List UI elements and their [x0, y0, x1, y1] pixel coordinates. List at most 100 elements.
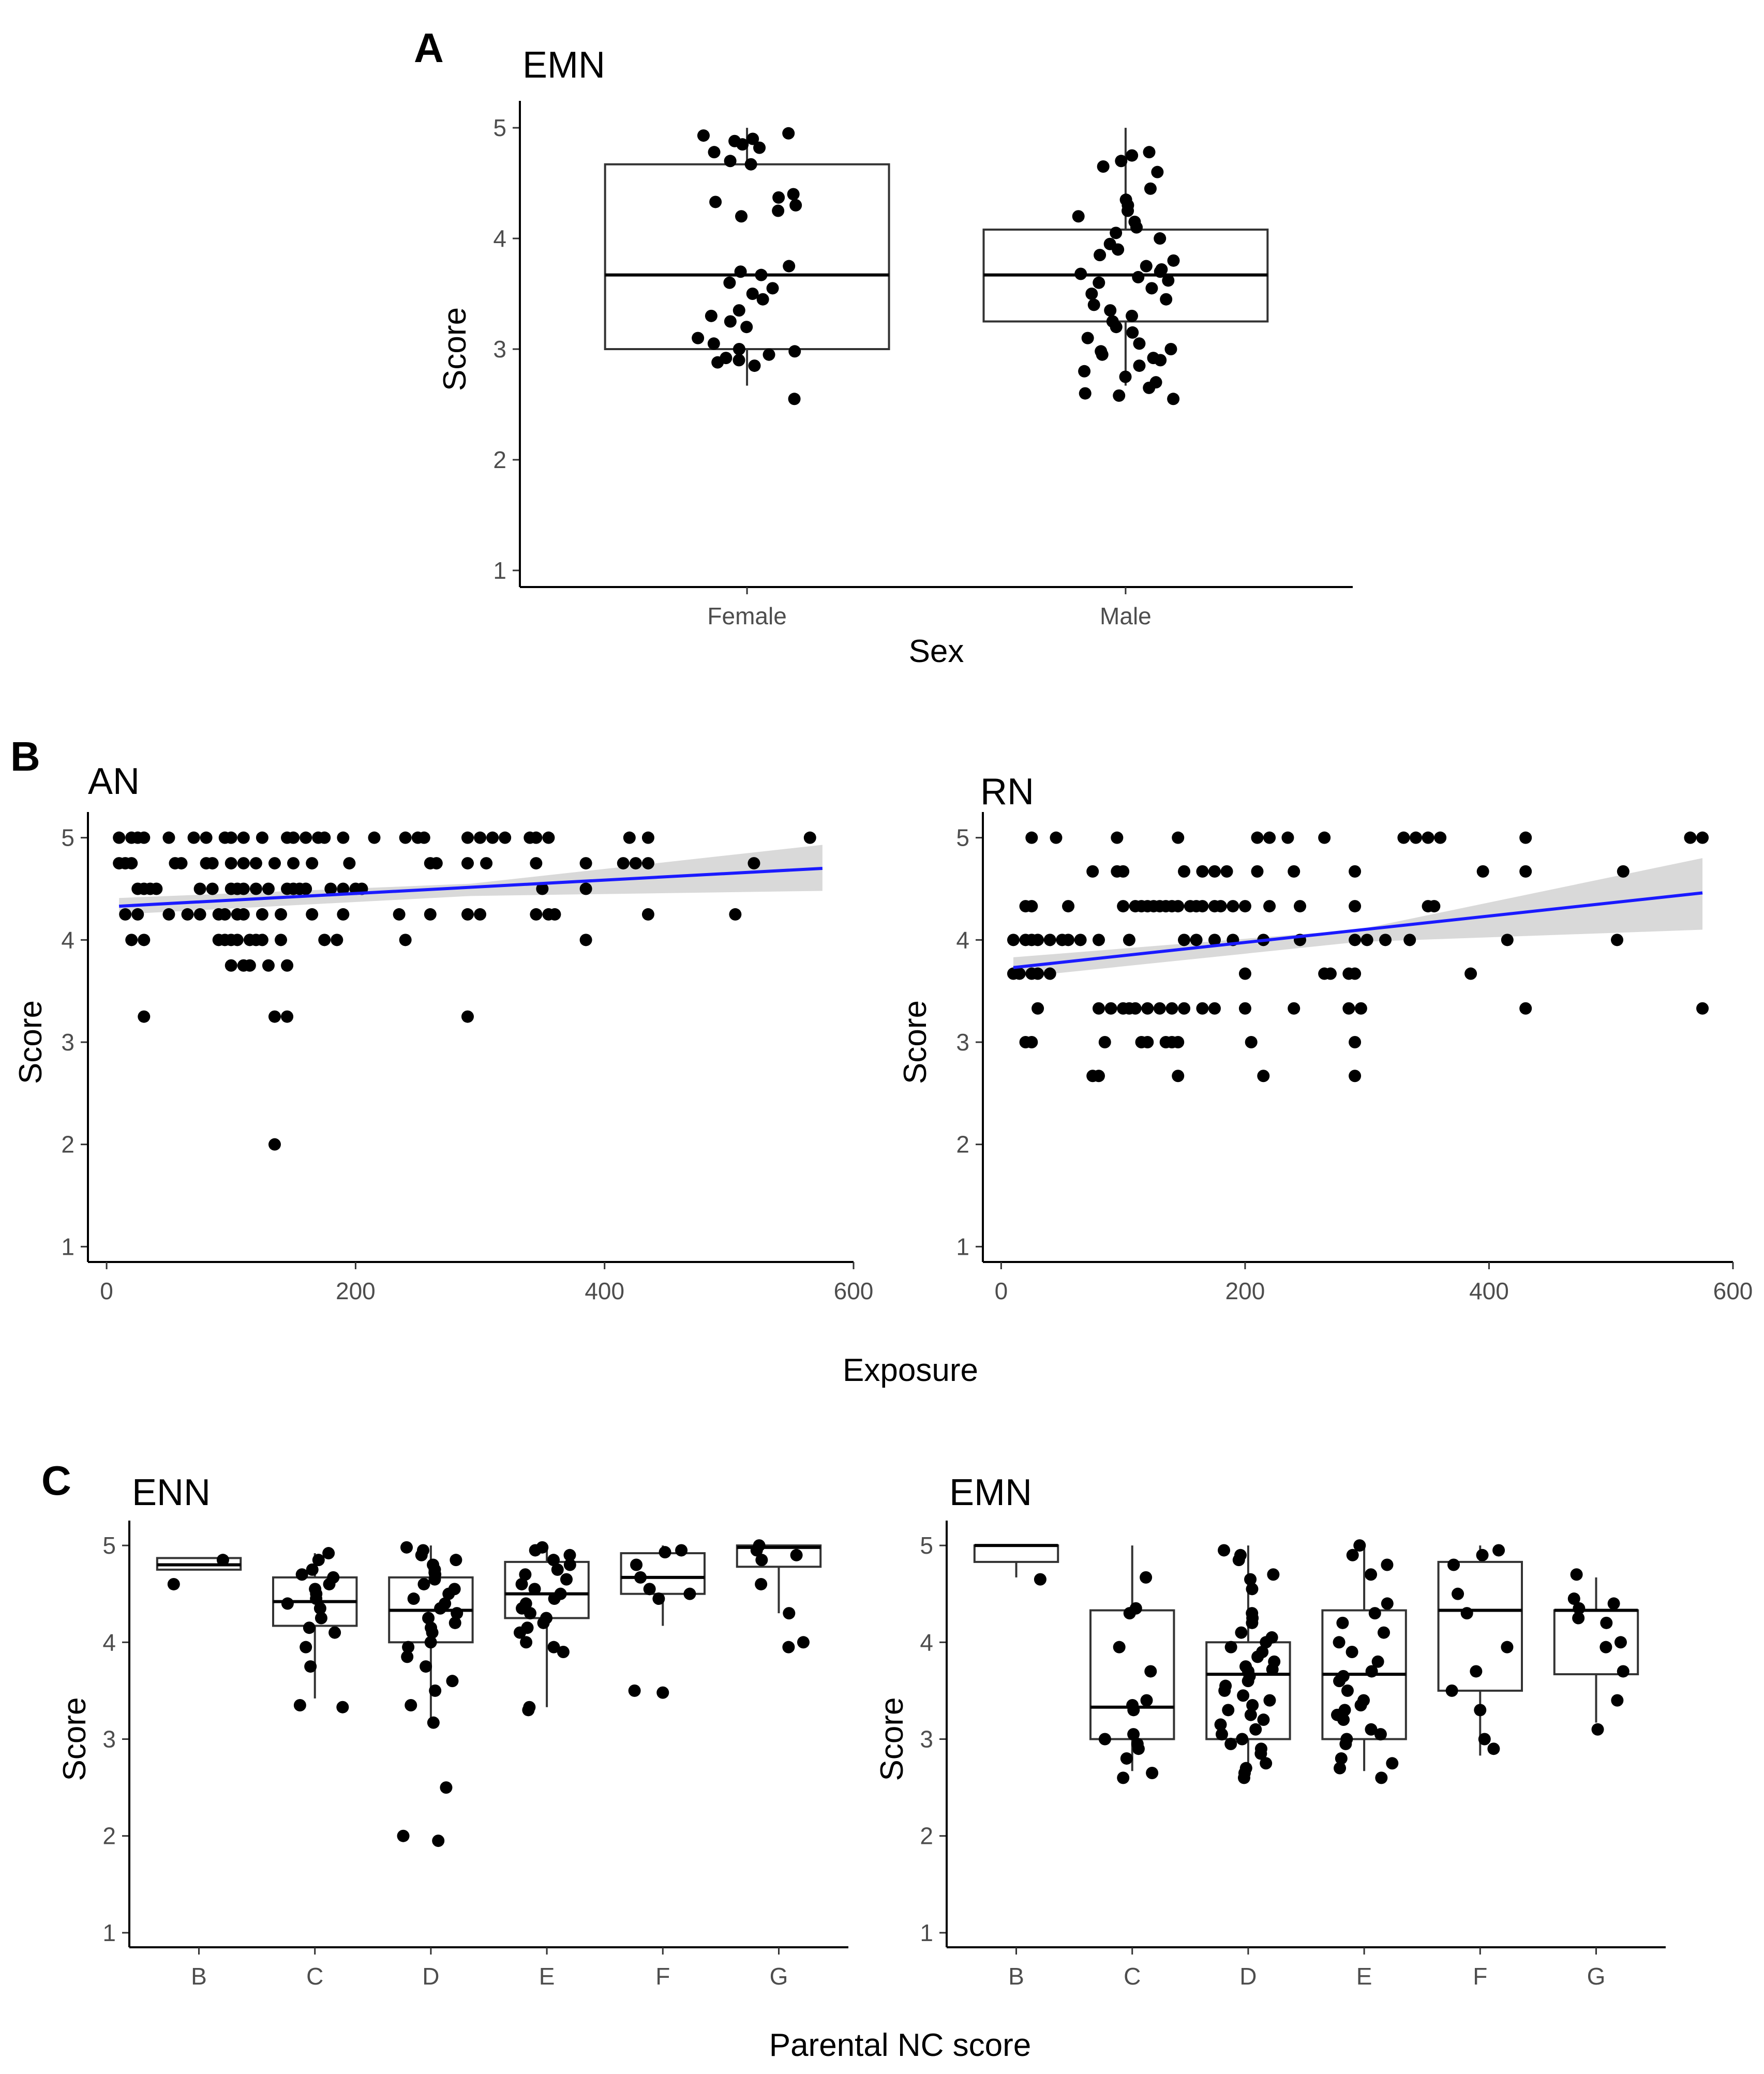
chart-1-point-28	[623, 831, 636, 844]
chart-3-xtick-label-4: F	[655, 1963, 670, 1990]
chart-2-ytick-label-2: 3	[956, 1029, 969, 1056]
chart-4-point-2-25	[1246, 1699, 1259, 1711]
chart-0-point-1-36	[1164, 343, 1177, 355]
chart-1-point-91	[461, 908, 474, 921]
chart-1-point-17	[368, 831, 381, 844]
chart-2-point-62	[1178, 934, 1191, 946]
panel-letter-b: B	[10, 733, 40, 779]
chart-3-point-3-20	[547, 1641, 560, 1654]
chart-3-ytick-label-0: 1	[102, 1919, 116, 1946]
chart-3-point-3-6	[519, 1568, 532, 1581]
chart-1-point-92	[474, 908, 487, 921]
chart-0-point-0-17	[755, 268, 768, 281]
chart-1-point-40	[249, 857, 262, 870]
chart-3-point-5-3	[755, 1554, 768, 1567]
chart-2-point-46	[1238, 900, 1251, 913]
chart-1-point-121	[268, 1138, 281, 1151]
chart-2-point-7	[1318, 831, 1331, 844]
chart-2-point-70	[1379, 934, 1392, 946]
chart-4-point-2-35	[1254, 1747, 1267, 1760]
chart-4-point-3-9	[1346, 1646, 1358, 1659]
chart-1-point-49	[530, 857, 543, 870]
chart-1-point-119	[281, 1010, 294, 1023]
chart-1-point-109	[331, 934, 343, 946]
chart-2-point-60	[1092, 934, 1105, 946]
chart-4-point-3-16	[1354, 1699, 1367, 1711]
chart-0-point-0-7	[724, 155, 737, 168]
chart-3-point-5-1	[750, 1544, 763, 1557]
chart-4-point-3-4	[1381, 1597, 1394, 1610]
chart-0-point-1-32	[1110, 321, 1123, 334]
chart-1-point-37	[206, 857, 219, 870]
chart-4-point-3-20	[1365, 1723, 1378, 1736]
chart-0-point-0-10	[772, 191, 785, 204]
chart-3-point-1-14	[300, 1641, 312, 1654]
chart-1-point-82	[218, 908, 231, 921]
chart-2-point-21	[1220, 865, 1233, 878]
chart-1-point-99	[138, 934, 151, 946]
chart-2-point-93	[1165, 1002, 1178, 1015]
chart-3-ylabel: Score	[57, 1697, 93, 1781]
chart-0-point-1-1	[1126, 149, 1139, 162]
chart-2-ytick-label-0: 1	[956, 1233, 969, 1260]
chart-1-point-65	[262, 882, 275, 895]
chart-3-point-3-1	[529, 1544, 542, 1557]
chart-2-point-98	[1288, 1002, 1300, 1015]
chart-4-point-2-14	[1251, 1650, 1264, 1663]
chart-4-box-0	[973, 1544, 1059, 1563]
chart-2-point-75	[1013, 967, 1026, 980]
chart-2-point-83	[1349, 967, 1362, 980]
chart-3-point-1-16	[293, 1699, 306, 1711]
chart-1-point-63	[237, 882, 250, 895]
chart-0-point-0-18	[723, 276, 736, 289]
chart-4-point-1-4	[1144, 1665, 1157, 1678]
chart-0-point-0-5	[753, 141, 766, 154]
shared-xlabel-parental-nc: Parental NC score	[769, 2027, 1032, 2063]
chart-4-point-3-26	[1334, 1762, 1347, 1775]
chart-3-ytick-label-1: 2	[102, 1823, 116, 1850]
chart-3-point-3-11	[548, 1592, 561, 1605]
chart-3-point-1-5	[323, 1577, 336, 1590]
chart-4-ylabel: Score	[874, 1697, 910, 1781]
chart-4-point-5-1	[1567, 1592, 1580, 1605]
chart-3-point-2-28	[440, 1781, 453, 1794]
chart-3-point-4-5	[683, 1587, 696, 1600]
chart-3-point-1-8	[310, 1592, 323, 1605]
chart-2-ytick-label-1: 2	[956, 1131, 969, 1158]
chart-1-point-50	[579, 857, 592, 870]
chart-1-point-112	[225, 959, 237, 972]
chart-2-point-3	[1172, 831, 1185, 844]
chart-2-point-11	[1434, 831, 1447, 844]
chart-2-point-17	[1117, 865, 1130, 878]
chart-2-point-10	[1422, 831, 1434, 844]
chart-2-ytick-label-3: 4	[956, 926, 969, 953]
chart-1-point-120	[461, 1010, 474, 1023]
chart-0-point-0-32	[732, 354, 745, 367]
chart-0-point-0-22	[732, 304, 745, 317]
chart-3-point-2-3	[450, 1554, 462, 1567]
chart-4-point-1-3	[1113, 1641, 1126, 1654]
chart-3-ytick-label-2: 3	[102, 1726, 116, 1753]
chart-4-point-4-5	[1501, 1641, 1514, 1654]
chart-2-point-104	[1025, 1036, 1038, 1048]
chart-1-point-107	[275, 934, 288, 946]
chart-1-point-41	[268, 857, 281, 870]
chart-1-point-13	[300, 831, 312, 844]
chart-3-ytick-label-4: 5	[102, 1532, 116, 1559]
chart-2-xtick-label-0: 0	[995, 1278, 1008, 1304]
chart-4-xtick-label-3: E	[1356, 1963, 1372, 1990]
chart-1-point-46	[430, 857, 443, 870]
chart-4-point-1-9	[1098, 1733, 1111, 1746]
chart-c-enn-box: ENN Score 1 2 3 4 5 B C D E F G	[57, 1472, 848, 1990]
chart-0-point-0-16	[734, 265, 747, 278]
chart-4-point-5-3	[1573, 1602, 1586, 1615]
chart-0-point-0-30	[763, 348, 775, 361]
chart-0-point-0-4	[736, 138, 749, 151]
chart-3-point-3-23	[522, 1704, 535, 1717]
chart-4-point-2-8	[1246, 1616, 1259, 1629]
chart-1-ylabel: Score	[13, 1000, 49, 1084]
chart-2-xtick-label-1: 200	[1225, 1278, 1265, 1304]
chart-3-point-3-2	[563, 1549, 576, 1561]
chart-2-point-63	[1190, 934, 1203, 946]
chart-3-point-2-30	[432, 1835, 445, 1847]
